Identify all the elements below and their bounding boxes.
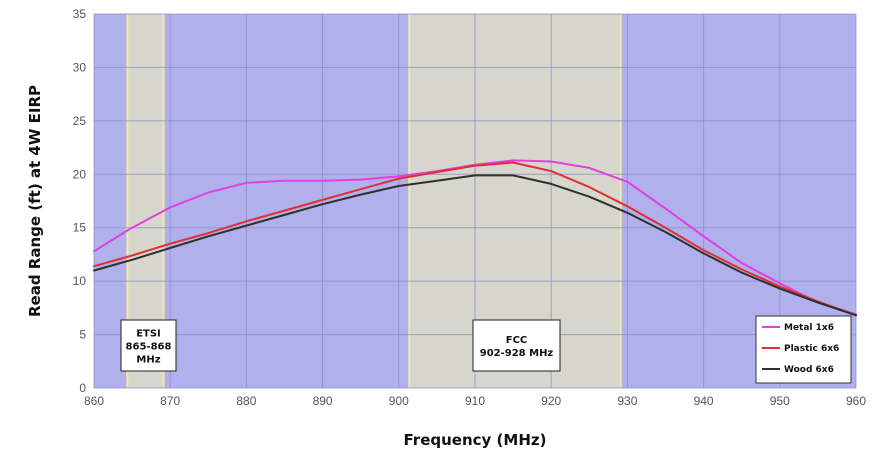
x-tick-label: 960 [846, 394, 866, 408]
x-tick-label: 870 [160, 394, 180, 408]
x-tick-label: 930 [617, 394, 637, 408]
x-tick-label: 940 [694, 394, 714, 408]
band-label-text: FCC [506, 335, 528, 346]
series-line-wood-6x6 [93, 174, 857, 317]
y-tick-label: 35 [73, 7, 87, 21]
legend-label: Wood 6x6 [784, 365, 834, 375]
band-label-box-1 [472, 319, 561, 372]
band-label-text: ETSI [136, 329, 161, 340]
x-tick-label: 920 [541, 394, 561, 408]
band-label-text: 902-928 MHz [480, 348, 554, 359]
band-label-text: 865-868 [126, 342, 172, 353]
legend-label: Metal 1x6 [784, 323, 834, 333]
y-tick-labels: 0 5 10 15 20 25 30 35 [73, 7, 87, 395]
x-axis-title: Frequency (MHz) [404, 431, 547, 449]
series-line-plastic-6x6 [93, 161, 857, 317]
band-label-text: MHz [136, 355, 160, 366]
x-tick-label: 910 [465, 394, 485, 408]
y-tick-label: 5 [79, 328, 86, 342]
band-label-boxes: ETSI 865-868 MHz FCC 902-928 MHz [120, 319, 561, 372]
series-layer [93, 159, 857, 317]
legend: Metal 1x6 Plastic 6x6 Wood 6x6 [755, 315, 852, 384]
y-axis-title: Read Range (ft) at 4W EIRP [26, 85, 44, 317]
x-tick-label: 860 [84, 394, 104, 408]
x-tick-label: 880 [236, 394, 256, 408]
x-tick-label: 950 [770, 394, 790, 408]
x-tick-label: 900 [389, 394, 409, 408]
y-tick-label: 25 [73, 114, 87, 128]
legend-label: Plastic 6x6 [784, 344, 839, 354]
y-tick-label: 0 [79, 381, 86, 395]
y-tick-label: 20 [73, 167, 87, 181]
y-tick-label: 10 [73, 274, 87, 288]
x-tick-label: 890 [313, 394, 333, 408]
y-tick-label: 15 [73, 221, 87, 235]
band-label-box-0 [120, 319, 177, 372]
y-tick-label: 30 [73, 60, 87, 74]
x-tick-labels: 860 870 880 890 900 910 920 930 940 950 960 [84, 394, 866, 408]
